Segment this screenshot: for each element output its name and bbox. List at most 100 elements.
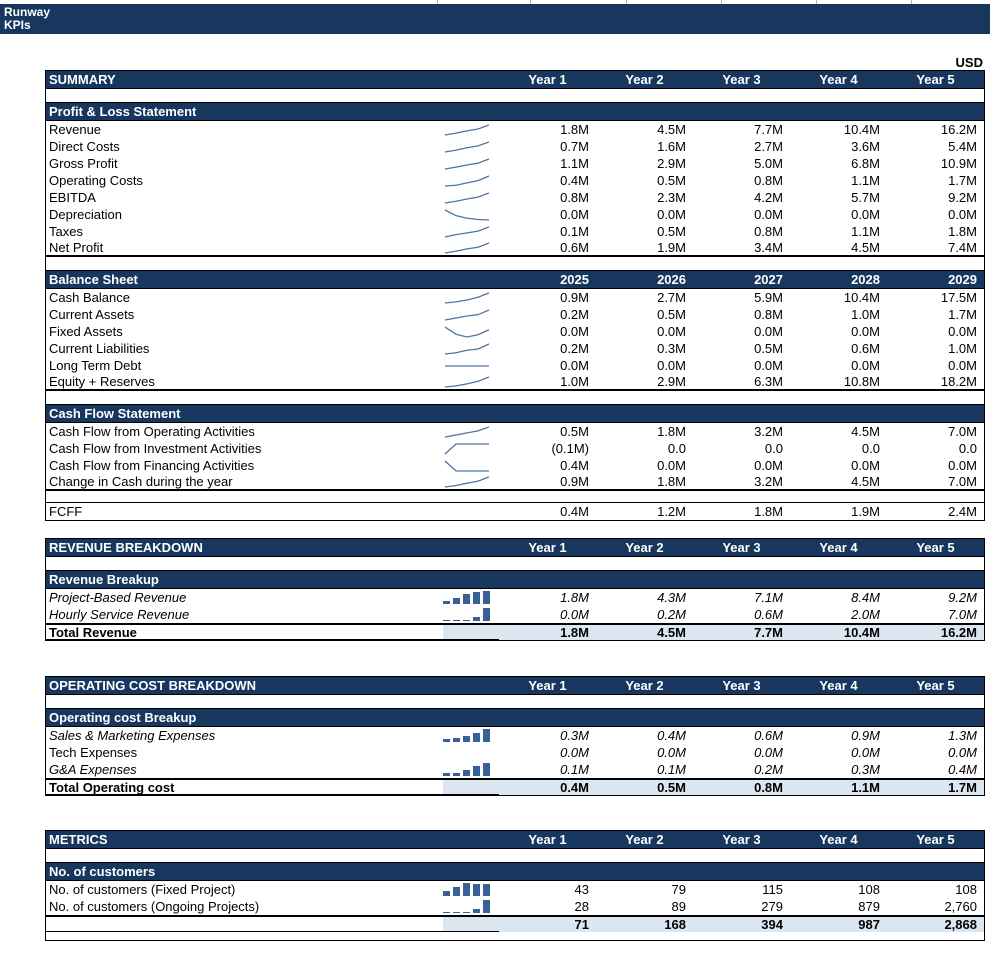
cell-value[interactable]: 2.3M xyxy=(657,190,686,205)
cell-value[interactable]: 9.2M xyxy=(948,590,977,605)
col-header-year-3[interactable]: Year 3 xyxy=(722,678,761,693)
cell-value[interactable]: 0.5M xyxy=(657,307,686,322)
cell-value[interactable]: 0.5M xyxy=(596,779,693,795)
cell-value[interactable]: 16.2M xyxy=(887,624,984,640)
row-label[interactable]: Cash Balance xyxy=(49,290,130,305)
cell-value[interactable]: 0.0M xyxy=(754,358,783,373)
sparkline-cell[interactable] xyxy=(443,138,499,155)
cell-value[interactable]: 2.9M xyxy=(657,156,686,171)
cell-value[interactable]: 89 xyxy=(671,899,686,914)
row-label[interactable]: Change in Cash during the year xyxy=(49,474,233,489)
row-label[interactable]: Project-Based Revenue xyxy=(49,590,187,605)
cell-value[interactable]: 0.8M xyxy=(754,173,783,188)
total-row-label[interactable]: Total Revenue xyxy=(49,624,137,640)
cell-value[interactable]: 0.0M xyxy=(948,458,977,473)
cell-value[interactable]: 168 xyxy=(596,916,693,932)
cell-value[interactable]: 16.2M xyxy=(940,122,977,137)
sparkline-cell[interactable] xyxy=(443,881,499,898)
cell-value[interactable]: 0.0M xyxy=(754,324,783,339)
cell-value[interactable]: 4.5M xyxy=(851,240,880,255)
col-header-year-value[interactable]: 2025 xyxy=(560,272,589,287)
cell-value[interactable]: 1.9M xyxy=(851,504,880,519)
cell-value[interactable]: 43 xyxy=(574,882,589,897)
cell-value[interactable]: 8.4M xyxy=(851,590,880,605)
cell-value[interactable]: 7.7M xyxy=(754,122,783,137)
row-label[interactable]: Equity + Reserves xyxy=(49,374,155,389)
cell-value[interactable]: 1.0M xyxy=(560,374,589,389)
cell-value[interactable]: 987 xyxy=(790,916,887,932)
cell-value[interactable]: 0.8M xyxy=(693,779,790,795)
cell-value[interactable]: 2.7M xyxy=(657,290,686,305)
cell-value[interactable]: 1.7M xyxy=(948,173,977,188)
cell-value[interactable]: 0.0 xyxy=(861,441,880,456)
sparkline-cell[interactable] xyxy=(443,357,499,374)
row-label[interactable]: G&A Expenses xyxy=(49,762,137,777)
cell-value[interactable]: 1.1M xyxy=(851,224,880,239)
cell-value[interactable]: 0.0M xyxy=(948,358,977,373)
cell-value[interactable]: 1.8M xyxy=(754,504,783,519)
sparkline-cell[interactable] xyxy=(443,289,499,306)
cell-value[interactable]: 3.4M xyxy=(754,240,783,255)
row-label[interactable]: Current Liabilities xyxy=(49,341,150,356)
sparkline-cell[interactable] xyxy=(443,155,499,172)
cell-value[interactable]: 879 xyxy=(858,899,880,914)
cell-value[interactable]: 1.7M xyxy=(887,779,984,795)
cell-value[interactable]: 0.8M xyxy=(560,190,589,205)
cell-value[interactable]: 1.8M xyxy=(499,624,596,640)
cell-value[interactable]: 0.3M xyxy=(560,728,589,743)
cell-value[interactable]: 1.7M xyxy=(948,307,977,322)
row-label[interactable]: FCFF xyxy=(49,504,83,519)
cell-value[interactable]: 0.4M xyxy=(499,779,596,795)
cell-value[interactable]: 394 xyxy=(693,916,790,932)
cell-value[interactable]: 28 xyxy=(574,899,589,914)
row-label[interactable]: Hourly Service Revenue xyxy=(49,607,190,622)
cell-value[interactable]: 10.9M xyxy=(940,156,977,171)
sparkline-cell[interactable] xyxy=(443,423,499,440)
sparkline-cell[interactable] xyxy=(443,744,499,761)
cell-value[interactable]: 5.9M xyxy=(754,290,783,305)
col-header-year-value[interactable]: 2029 xyxy=(948,272,977,287)
cell-value[interactable]: 10.4M xyxy=(843,122,880,137)
cell-value[interactable]: 0.0M xyxy=(560,358,589,373)
cell-value[interactable]: 0.1M xyxy=(657,762,686,777)
cell-value[interactable]: 0.4M xyxy=(657,728,686,743)
block-title[interactable]: Balance Sheet xyxy=(49,272,138,287)
row-label[interactable]: No. of customers (Fixed Project) xyxy=(49,882,236,897)
cell-value[interactable]: 7.7M xyxy=(693,624,790,640)
cell-value[interactable]: 0.0M xyxy=(657,358,686,373)
row-label[interactable]: No. of customers (Ongoing Projects) xyxy=(49,899,260,914)
col-header-year-2[interactable]: Year 2 xyxy=(625,832,664,847)
cell-value[interactable]: 0.0 xyxy=(958,441,977,456)
col-header-year-2[interactable]: Year 2 xyxy=(625,72,664,87)
col-header-year-4[interactable]: Year 4 xyxy=(819,678,858,693)
sparkline-cell[interactable] xyxy=(443,898,499,915)
sparkline-cell[interactable] xyxy=(443,240,499,255)
cell-value[interactable]: 7.0M xyxy=(948,474,977,489)
cell-value[interactable]: 4.5M xyxy=(851,424,880,439)
cell-value[interactable]: (0.1M) xyxy=(551,441,589,456)
cell-value[interactable]: 0.0M xyxy=(754,745,783,760)
cell-value[interactable]: 0.2M xyxy=(657,607,686,622)
cell-value[interactable]: 0.4M xyxy=(560,504,589,519)
block-title[interactable]: Revenue Breakup xyxy=(49,572,159,587)
cell-value[interactable]: 0.0M xyxy=(851,207,880,222)
cell-value[interactable]: 0.0M xyxy=(657,324,686,339)
cell-value[interactable]: 0.0M xyxy=(657,458,686,473)
col-header-year-3[interactable]: Year 3 xyxy=(722,72,761,87)
row-label[interactable]: Revenue xyxy=(49,122,102,137)
row-label[interactable]: Cash Flow from Financing Activities xyxy=(49,458,255,473)
cell-value[interactable]: 1.2M xyxy=(657,504,686,519)
cell-value[interactable]: 0.0M xyxy=(560,745,589,760)
cell-value[interactable]: 0.6M xyxy=(754,607,783,622)
cell-value[interactable]: 4.5M xyxy=(596,624,693,640)
cell-value[interactable]: 0.2M xyxy=(754,762,783,777)
cell-value[interactable]: 0.0M xyxy=(948,207,977,222)
row-label[interactable]: Operating Costs xyxy=(49,173,143,188)
cell-value[interactable]: 7.0M xyxy=(948,607,977,622)
cell-value[interactable]: 10.4M xyxy=(790,624,887,640)
row-label[interactable]: Fixed Assets xyxy=(49,324,123,339)
row-label[interactable]: Taxes xyxy=(49,224,83,239)
cell-value[interactable]: 7.4M xyxy=(948,240,977,255)
cell-value[interactable]: 1.1M xyxy=(851,173,880,188)
cell-value[interactable]: 2.7M xyxy=(754,139,783,154)
